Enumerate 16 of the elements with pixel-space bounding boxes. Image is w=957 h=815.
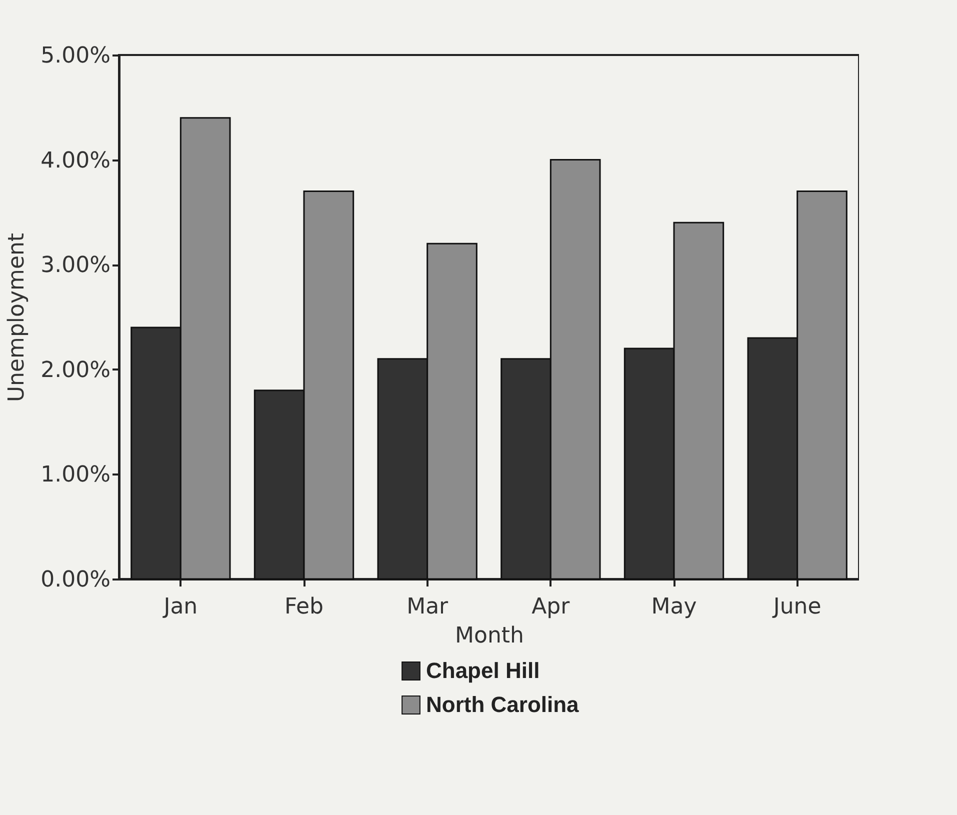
y-tick-label: 5.00% (40, 44, 110, 68)
x-tick-label: Mar (406, 594, 450, 620)
x-tick-label: June (771, 594, 822, 620)
x-tick-label: Feb (284, 594, 324, 620)
y-tick-label: 2.00% (40, 358, 110, 383)
x-axis-title: Month (455, 624, 524, 648)
x-tick-label: Apr (532, 594, 571, 620)
x-tick-label: May (651, 594, 697, 620)
legend-label: North Carolina (426, 692, 580, 717)
y-tick-label: 4.00% (40, 148, 110, 174)
legend-label: Chapel Hill (426, 658, 540, 683)
x-tick-label: Jan (162, 594, 198, 620)
y-tick-label: 1.00% (40, 462, 110, 488)
y-tick-label: 0.00% (40, 568, 110, 592)
y-axis-title: Unemployment (4, 232, 30, 402)
y-tick-label: 3.00% (40, 253, 110, 278)
